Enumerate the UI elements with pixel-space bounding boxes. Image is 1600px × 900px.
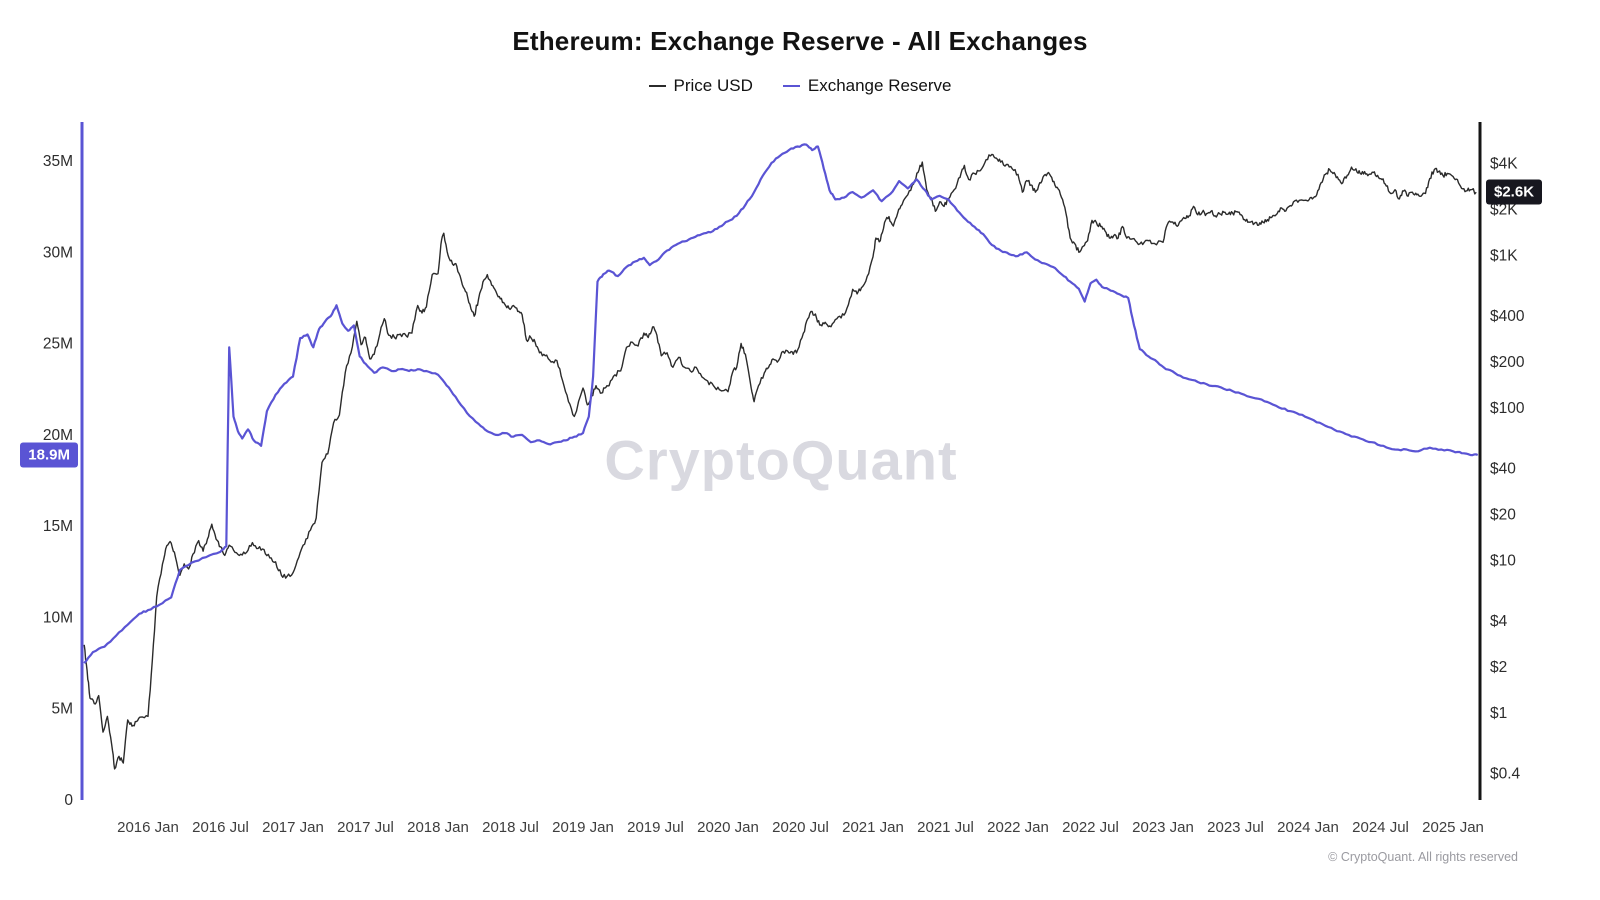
right-axis-tick-label: $40	[1490, 461, 1516, 478]
right-axis-tick-label: $2	[1490, 659, 1507, 676]
x-axis-tick-label: 2023 Jul	[1207, 819, 1264, 836]
right-axis-tick-label: $4K	[1490, 156, 1518, 173]
x-axis-tick-label: 2018 Jan	[407, 819, 469, 836]
right-axis-tick-label: $4	[1490, 613, 1508, 630]
legend-label-price: Price USD	[673, 76, 753, 95]
left-axis-tick-label: 35M	[43, 153, 73, 170]
right-axis-tick-label: $2K	[1490, 202, 1518, 219]
legend-item-reserve[interactable]: Exchange Reserve	[782, 76, 952, 96]
series-line-exchange_reserve	[83, 143, 1479, 664]
x-axis-tick-label: 2019 Jul	[627, 819, 684, 836]
x-axis-tick-label: 2023 Jan	[1132, 819, 1194, 836]
copyright-footer: © CryptoQuant. All rights reserved	[1328, 850, 1518, 864]
right-axis-tick-label: $400	[1490, 308, 1525, 325]
chart-title: Ethereum: Exchange Reserve - All Exchang…	[512, 26, 1088, 56]
left-axis-tick-label: 5M	[51, 701, 73, 718]
cryptoquant-watermark: CryptoQuant	[604, 428, 958, 492]
left-axis-tick-label: 10M	[43, 609, 73, 626]
right-axis-tick-label: $1K	[1490, 248, 1518, 265]
x-axis-tick-label: 2022 Jan	[987, 819, 1049, 836]
reserve-current-badge: 18.9M	[20, 442, 78, 468]
left-axis-tick-label: 20M	[43, 427, 73, 444]
x-axis-tick-label: 2018 Jul	[482, 819, 539, 836]
x-axis-tick-label: 2024 Jan	[1277, 819, 1339, 836]
right-axis-tick-label: $1	[1490, 705, 1507, 722]
x-axis-tick-label: 2021 Jan	[842, 819, 904, 836]
series-line-price_usd	[83, 153, 1477, 770]
right-axis-tick-label: $20	[1490, 507, 1516, 524]
x-axis-tick-label: 2017 Jan	[262, 819, 324, 836]
x-axis-tick-label: 2022 Jul	[1062, 819, 1119, 836]
right-axis-tick-label: $100	[1490, 400, 1525, 417]
left-axis-tick-label: 15M	[43, 518, 73, 535]
x-axis-tick-label: 2019 Jan	[552, 819, 614, 836]
x-axis-tick-label: 2024 Jul	[1352, 819, 1409, 836]
x-axis-tick-label: 2020 Jan	[697, 819, 759, 836]
x-axis-tick-label: 2017 Jul	[337, 819, 394, 836]
reserve-line-swatch	[782, 85, 800, 87]
right-axis-tick-label: $10	[1490, 553, 1516, 570]
legend-item-price[interactable]: Price USD	[648, 76, 753, 96]
price-line-swatch	[648, 85, 666, 87]
x-axis-tick-label: 2020 Jul	[772, 819, 829, 836]
right-axis-tick-label: $0.4	[1490, 766, 1521, 783]
legend: Price USD Exchange Reserve	[0, 76, 1600, 96]
x-axis-tick-label: 2021 Jul	[917, 819, 974, 836]
price-current-badge: $2.6K	[1486, 179, 1543, 205]
x-axis-tick-label: 2016 Jan	[117, 819, 179, 836]
right-axis-tick-label: $200	[1490, 354, 1525, 371]
left-axis-tick-label: 25M	[43, 336, 73, 353]
left-axis-tick-label: 30M	[43, 244, 73, 261]
left-axis-tick-label: 0	[64, 792, 73, 809]
x-axis-tick-label: 2025 Jan	[1422, 819, 1484, 836]
x-axis-tick-label: 2016 Jul	[192, 819, 249, 836]
legend-label-reserve: Exchange Reserve	[807, 76, 952, 95]
